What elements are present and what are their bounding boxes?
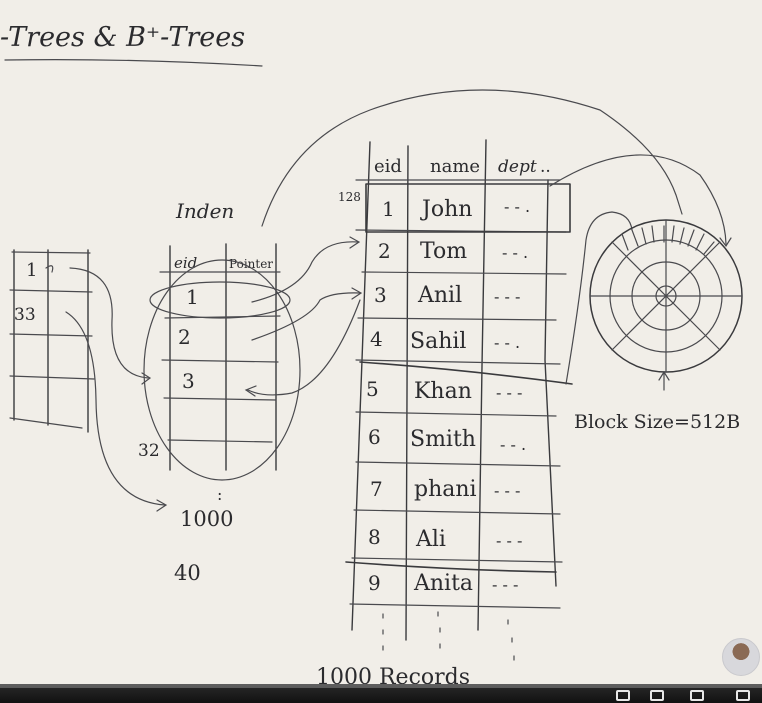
- index-row-2: 2: [178, 325, 191, 349]
- presenter-avatar: [722, 638, 760, 676]
- record-2-dept: - - .: [502, 243, 528, 262]
- block-boundary: [345, 361, 573, 573]
- records-continuation-dots: [382, 611, 515, 661]
- record-9-eid: 9: [368, 571, 381, 595]
- index-header-eid: eid: [174, 254, 197, 272]
- records-header-dept: dept: [498, 157, 537, 177]
- index-block-outline: [143, 259, 301, 481]
- record-7-name: phani: [414, 477, 477, 502]
- outer-index-table: 1 33: [9, 249, 95, 433]
- record-5-dept: - - -: [496, 383, 522, 402]
- outer-to-index-arrows: [65, 267, 168, 512]
- record-1-dept: - - .: [504, 197, 530, 216]
- record-7-dept: - - -: [494, 481, 520, 500]
- record-8-name: Ali: [415, 527, 446, 552]
- record-3-name: Anil: [417, 283, 462, 308]
- record-1-highlight: [365, 183, 571, 233]
- settings-icon[interactable]: [616, 690, 630, 701]
- record-8-dept: - - -: [496, 531, 522, 550]
- record-3-eid: 3: [374, 283, 387, 307]
- video-control-bar[interactable]: [0, 684, 762, 703]
- record-6-eid: 6: [368, 425, 381, 449]
- index-header-pointer: Pointer: [229, 257, 273, 271]
- video-progress-bar[interactable]: [0, 684, 762, 688]
- disk-drawing: Block Size=512B: [574, 219, 743, 433]
- miniplayer-icon[interactable]: [650, 690, 664, 701]
- index-row-3: 3: [182, 369, 195, 393]
- records-header-eid: eid: [374, 156, 402, 177]
- record-1-name: John: [420, 197, 472, 222]
- record-2-eid: 2: [378, 239, 391, 263]
- record-9-name: Anita: [413, 571, 473, 596]
- record-3-dept: - - -: [494, 287, 520, 306]
- record-6-dept: - - .: [500, 435, 526, 454]
- record-2-name: Tom: [420, 239, 467, 264]
- record-4-dept: - - .: [494, 333, 520, 352]
- record-4-name: Sahil: [410, 329, 466, 354]
- index-dots: :: [217, 485, 222, 504]
- outer-row-mark: [45, 265, 54, 273]
- block-offset-label: 128: [338, 190, 361, 204]
- record-1-eid: 1: [382, 197, 395, 221]
- index-count: 1000: [180, 507, 233, 531]
- outer-row-2: 33: [14, 305, 36, 325]
- index-row-1: 1: [186, 285, 199, 309]
- title-underline: [4, 59, 263, 67]
- fullscreen-icon[interactable]: [736, 690, 750, 701]
- index-row-1-highlight: [149, 281, 291, 319]
- index-to-record-arrows: [244, 89, 683, 397]
- record-5-name: Khan: [414, 379, 472, 404]
- records-header-dept-suffix: ..: [540, 157, 551, 177]
- records-header-name: name: [430, 156, 480, 177]
- records-table: 128 eid name dept .. 1 John - - . 2 Tom …: [316, 139, 573, 690]
- disk-sector-shading: [621, 225, 715, 255]
- block-to-disk-arrow: [565, 211, 633, 385]
- index-below-label: 32: [138, 441, 160, 461]
- record-8-eid: 8: [368, 525, 381, 549]
- disk-pointer-arrow: [658, 370, 670, 391]
- records-to-disk-arrow: [549, 154, 727, 245]
- record-5-eid: 5: [366, 377, 379, 401]
- record-4-eid: 4: [370, 327, 383, 351]
- record-6-name: Smith: [410, 427, 476, 452]
- page-title: -Trees & B⁺-Trees: [0, 22, 245, 53]
- theater-mode-icon[interactable]: [690, 690, 704, 701]
- record-9-dept: - - -: [492, 575, 518, 594]
- index-label: Inden: [175, 199, 234, 223]
- index-extra: 40: [174, 561, 201, 585]
- outer-row-1: 1: [26, 260, 37, 281]
- block-size-label: Block Size=512B: [574, 411, 740, 433]
- record-7-eid: 7: [370, 477, 383, 501]
- index-table: eid Pointer 1 2 3 32 : 1000 40: [138, 243, 301, 585]
